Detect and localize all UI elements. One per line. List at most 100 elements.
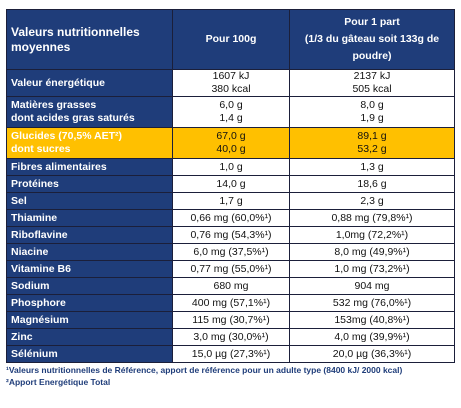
nutrient-label: Matières grasses dont acides gras saturés [6, 96, 173, 128]
value-per-100g-line: 380 kcal [211, 83, 251, 95]
value-per-100g: 6,0 mg (37,5%¹) [172, 243, 290, 261]
nutrient-label-line: Magnésium [11, 313, 69, 326]
value-per-portion-line: 53,2 g [357, 143, 387, 155]
value-per-portion-line: 8,0 mg (49,9%¹) [334, 245, 410, 258]
table-row: Matières grasses dont acides gras saturés… [6, 96, 455, 128]
value-per-portion-line: 8,0 g [360, 99, 384, 111]
nutrient-label: Sel [6, 192, 173, 210]
value-per-portion-line: 89,1 g [357, 130, 387, 142]
table-row: Vitamine B6 0,77 mg (55,0%¹) 1,0 mg (73,2%… [6, 260, 455, 278]
header-portion-line: (1/3 du gâteau soit 133g de [304, 33, 440, 45]
value-per-portion-line: 2,3 g [360, 194, 384, 207]
table-row: Niacine 6,0 mg (37,5%¹) 8,0 mg (49,9%¹) [6, 243, 455, 261]
value-per-portion: 1,3 g [289, 158, 455, 176]
footnote-reference: ¹Valeurs nutritionnelles de Référence, a… [6, 365, 403, 375]
value-per-portion-line: 1,0 mg (73,2%¹) [334, 262, 410, 275]
value-per-portion: 4,0 mg (39,9%¹) [289, 328, 455, 346]
value-per-100g-line: 1607 kJ [212, 70, 250, 82]
nutrient-label-line: Protéines [11, 177, 59, 190]
nutrient-label: Sodium [6, 277, 173, 295]
value-per-portion: 8,0 mg (49,9%¹) [289, 243, 455, 261]
nutrient-label: Thiamine [6, 209, 173, 227]
value-per-portion: 1,0 mg (73,2%¹) [289, 260, 455, 278]
value-per-100g: 0,66 mg (60,0%¹) [172, 209, 290, 227]
value-per-100g: 3,0 mg (30,0%¹) [172, 328, 290, 346]
value-per-portion-line: 2137 kJ [353, 70, 391, 82]
value-per-portion-line: 0,88 mg (79,8%¹) [331, 211, 413, 224]
table-row: Protéines 14,0 g 18,6 g [6, 175, 455, 193]
value-per-100g: 115 mg (30,7%¹) [172, 311, 290, 329]
table-header-row: Valeurs nutritionnelles moyennes Pour 10… [6, 9, 455, 70]
value-per-portion-line: 20,0 µg (36,3%¹) [332, 347, 412, 360]
value-per-portion: 8,0 g 1,9 g [289, 96, 455, 128]
value-per-100g: 1607 kJ 380 kcal [172, 69, 290, 97]
value-per-100g: 680 mg [172, 277, 290, 295]
nutrient-label-line: Sodium [11, 279, 50, 292]
table-row: Fibres alimentaires 1,0 g 1,3 g [6, 158, 455, 176]
table-row: Zinc 3,0 mg (30,0%¹) 4,0 mg (39,9%¹) [6, 328, 455, 346]
value-per-100g-line: 6,0 mg (37,5%¹) [193, 245, 269, 258]
value-per-100g-line: 680 mg [213, 279, 249, 292]
nutrient-label: Protéines [6, 175, 173, 193]
value-per-100g-line: 15,0 µg (27,3%¹) [191, 347, 271, 360]
value-per-100g-line: 400 mg (57,1%¹) [191, 296, 271, 309]
table-row: Sel 1,7 g 2,3 g [6, 192, 455, 210]
table-row: Sodium 680 mg 904 mg [6, 277, 455, 295]
value-per-portion: 0,88 mg (79,8%¹) [289, 209, 455, 227]
value-per-portion-line: 505 kcal [352, 83, 392, 95]
header-per-portion: Pour 1 part (1/3 du gâteau soit 133g de … [289, 9, 455, 70]
value-per-portion-line: 532 mg (76,0%¹) [332, 296, 412, 309]
value-per-100g-line: 0,77 mg (55,0%¹) [190, 262, 272, 275]
value-per-portion: 1,0mg (72,2%¹) [289, 226, 455, 244]
nutrient-label-line: Fibres alimentaires [11, 160, 107, 173]
nutrient-label: Riboflavine [6, 226, 173, 244]
table-row: Thiamine 0,66 mg (60,0%¹) 0,88 mg (79,8%¹) [6, 209, 455, 227]
value-per-portion-line: 1,0mg (72,2%¹) [335, 228, 409, 241]
value-per-100g-line: 1,4 g [219, 112, 243, 124]
value-per-portion-line: 904 mg [354, 279, 390, 292]
nutrient-label-line: Matières grasses [11, 99, 97, 111]
value-per-portion: 2,3 g [289, 192, 455, 210]
value-per-portion: 2137 kJ 505 kcal [289, 69, 455, 97]
value-per-100g-line: 40,0 g [216, 143, 246, 155]
table-row: Riboflavine 0,76 mg (54,3%¹) 1,0mg (72,2%¹… [6, 226, 455, 244]
nutrient-label-line: Vitamine B6 [11, 262, 71, 275]
value-per-100g: 0,77 mg (55,0%¹) [172, 260, 290, 278]
value-per-portion-line: 1,3 g [360, 160, 384, 173]
nutrient-label-line: Sélénium [11, 347, 58, 360]
nutrient-label-line: Sel [11, 194, 27, 207]
value-per-portion: 153mg (40,8%¹) [289, 311, 455, 329]
nutrient-label: Sélénium [6, 345, 173, 363]
header-per-100g: Pour 100g [172, 9, 290, 70]
nutrient-label-line: Phosphore [11, 296, 66, 309]
nutrient-label-line: dont acides gras saturés [11, 112, 135, 124]
nutrient-label: Fibres alimentaires [6, 158, 173, 176]
value-per-100g: 14,0 g [172, 175, 290, 193]
nutrient-label: Magnésium [6, 311, 173, 329]
value-per-100g-line: 14,0 g [216, 177, 246, 190]
value-per-100g-line: 6,0 g [219, 99, 243, 111]
nutrient-label: Vitamine B6 [6, 260, 173, 278]
value-per-100g-line: 67,0 g [216, 130, 246, 142]
value-per-portion: 89,1 g 53,2 g [289, 127, 455, 159]
value-per-portion: 532 mg (76,0%¹) [289, 294, 455, 312]
footnote-aet: ²Apport Energétique Total [6, 377, 111, 387]
table-row: Phosphore 400 mg (57,1%¹) 532 mg (76,0%¹) [6, 294, 455, 312]
value-per-portion: 20,0 µg (36,3%¹) [289, 345, 455, 363]
header-portion-line: Pour 1 part [344, 16, 400, 28]
table-row: Valeur énergétique 1607 kJ 380 kcal 2137 kJ… [6, 69, 455, 97]
value-per-portion-line: 18,6 g [357, 177, 387, 190]
nutrient-label-line: Niacine [11, 245, 49, 258]
value-per-100g: 1,7 g [172, 192, 290, 210]
value-per-portion-line: 1,9 g [360, 112, 384, 124]
nutrient-label: Glucides (70,5% AET²) dont sucres [6, 127, 173, 159]
nutrient-label-line: Thiamine [11, 211, 58, 224]
nutrient-label-line: Glucides (70,5% AET²) [11, 130, 123, 142]
value-per-portion: 18,6 g [289, 175, 455, 193]
value-per-100g-line: 3,0 mg (30,0%¹) [193, 330, 269, 343]
nutrient-label-line: Zinc [11, 330, 33, 343]
nutrient-label: Phosphore [6, 294, 173, 312]
nutrient-label-line: Valeur énergétique [11, 76, 105, 89]
value-per-100g-line: 0,66 mg (60,0%¹) [190, 211, 272, 224]
table-row: Glucides (70,5% AET²) dont sucres 67,0 g 40… [6, 127, 455, 159]
